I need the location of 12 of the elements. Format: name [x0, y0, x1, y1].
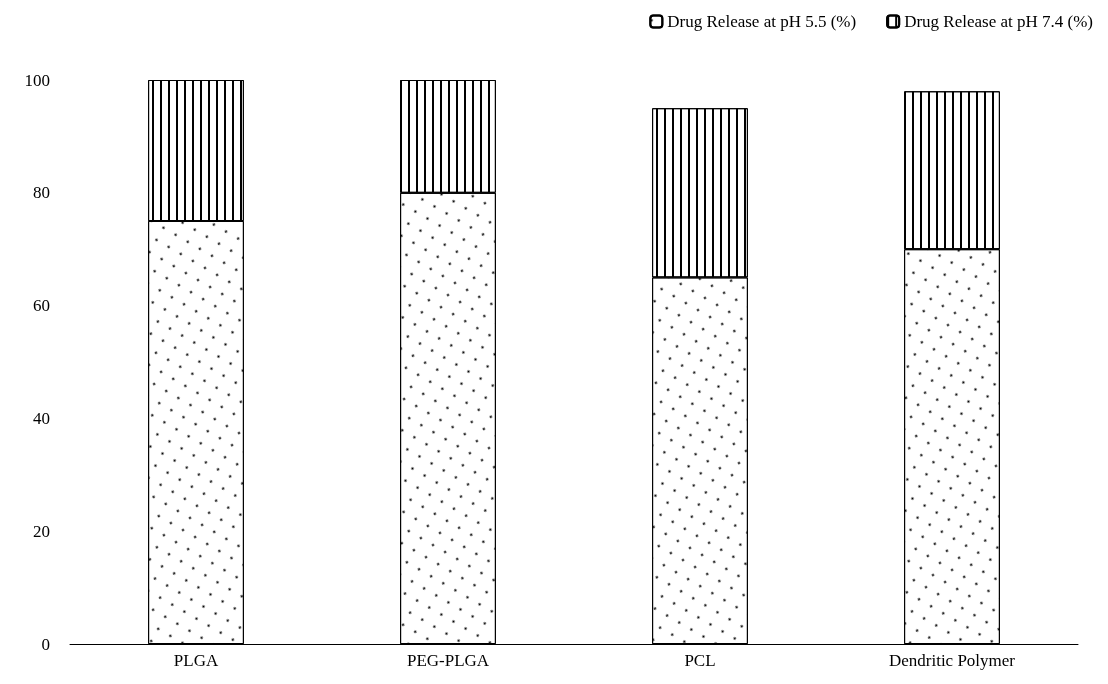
x-tick-label: PCL	[684, 651, 716, 670]
y-tick-label: 100	[24, 70, 50, 90]
legend-label: Drug Release at pH 7.4 (%)	[904, 12, 1093, 31]
x-tick-label: Dendritic Polymer	[888, 651, 1016, 670]
y-tick-label: 60	[33, 296, 50, 316]
y-tick-label: 0	[41, 634, 50, 654]
y-tick-label: 40	[33, 408, 50, 428]
legend-label: Drug Release at pH 5.5 (%)	[667, 12, 857, 31]
x-tick-label: PLGA	[173, 651, 219, 670]
x-tick-label: PEG-PLGA	[406, 651, 490, 670]
y-tick-label: 20	[33, 521, 50, 541]
y-tick-label: 80	[33, 183, 50, 203]
